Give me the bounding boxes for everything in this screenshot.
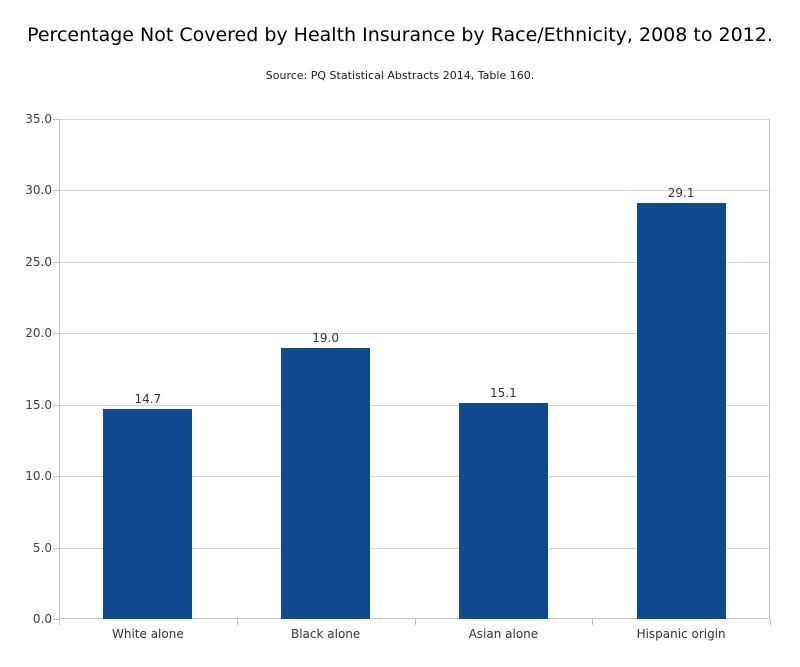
y-axis-line <box>59 119 60 619</box>
y-axis-tick <box>53 190 59 192</box>
chart-title: Percentage Not Covered by Health Insuran… <box>27 24 773 46</box>
x-axis-tick <box>59 619 60 625</box>
y-axis-tick-label: 35.0 <box>25 112 52 126</box>
bar-asian-alone <box>458 403 548 619</box>
bar-value-label: 29.1 <box>667 186 695 201</box>
gridline-y-30 <box>59 190 770 192</box>
gridline-y-35 <box>59 119 770 120</box>
bar-white-alone <box>103 409 193 619</box>
plot-area <box>59 119 770 619</box>
gridline-y-5 <box>59 547 770 549</box>
x-axis-line <box>59 618 770 619</box>
x-axis-tick <box>236 619 238 625</box>
y-axis-tick-label: 25.0 <box>25 254 52 269</box>
gridline-y-10 <box>59 476 770 478</box>
x-axis-category-label: White alone <box>112 627 184 641</box>
y-axis-tick-label: 15.0 <box>25 397 52 412</box>
y-axis-tick-label: 0.0 <box>32 612 52 626</box>
chart-subtitle: Source: PQ Statistical Abstracts 2014, T… <box>265 69 535 82</box>
gridline-y-15 <box>59 404 770 406</box>
y-axis-tick <box>53 261 59 263</box>
x-axis-tick <box>592 619 594 625</box>
y-axis-tick-label: 10.0 <box>25 469 52 484</box>
plot-right-border <box>769 119 770 619</box>
y-axis-tick <box>53 547 59 549</box>
gridline-y-20 <box>59 333 770 335</box>
x-axis-category-label: Asian alone <box>468 627 539 641</box>
y-axis-tick-label: 5.0 <box>32 540 52 555</box>
y-axis-tick-label: 30.0 <box>25 183 52 198</box>
x-axis-tick <box>770 619 771 625</box>
bar-value-label: 19.0 <box>312 330 339 345</box>
x-axis-category-label: Hispanic origin <box>636 627 726 641</box>
y-axis-tick <box>53 119 59 120</box>
gridline-y-25 <box>59 261 770 263</box>
bar-black-alone <box>281 347 371 619</box>
x-axis-category-label: Black alone <box>290 627 361 641</box>
y-axis-tick <box>53 333 59 335</box>
bar-hispanic-origin <box>636 203 726 619</box>
y-axis-tick <box>53 619 59 620</box>
y-axis-tick <box>53 476 59 478</box>
y-axis-tick-label: 20.0 <box>25 326 52 341</box>
y-axis-tick <box>53 404 59 406</box>
x-axis-tick <box>414 619 416 625</box>
bar-value-label: 15.1 <box>490 386 517 401</box>
bar-value-label: 14.7 <box>134 392 162 406</box>
